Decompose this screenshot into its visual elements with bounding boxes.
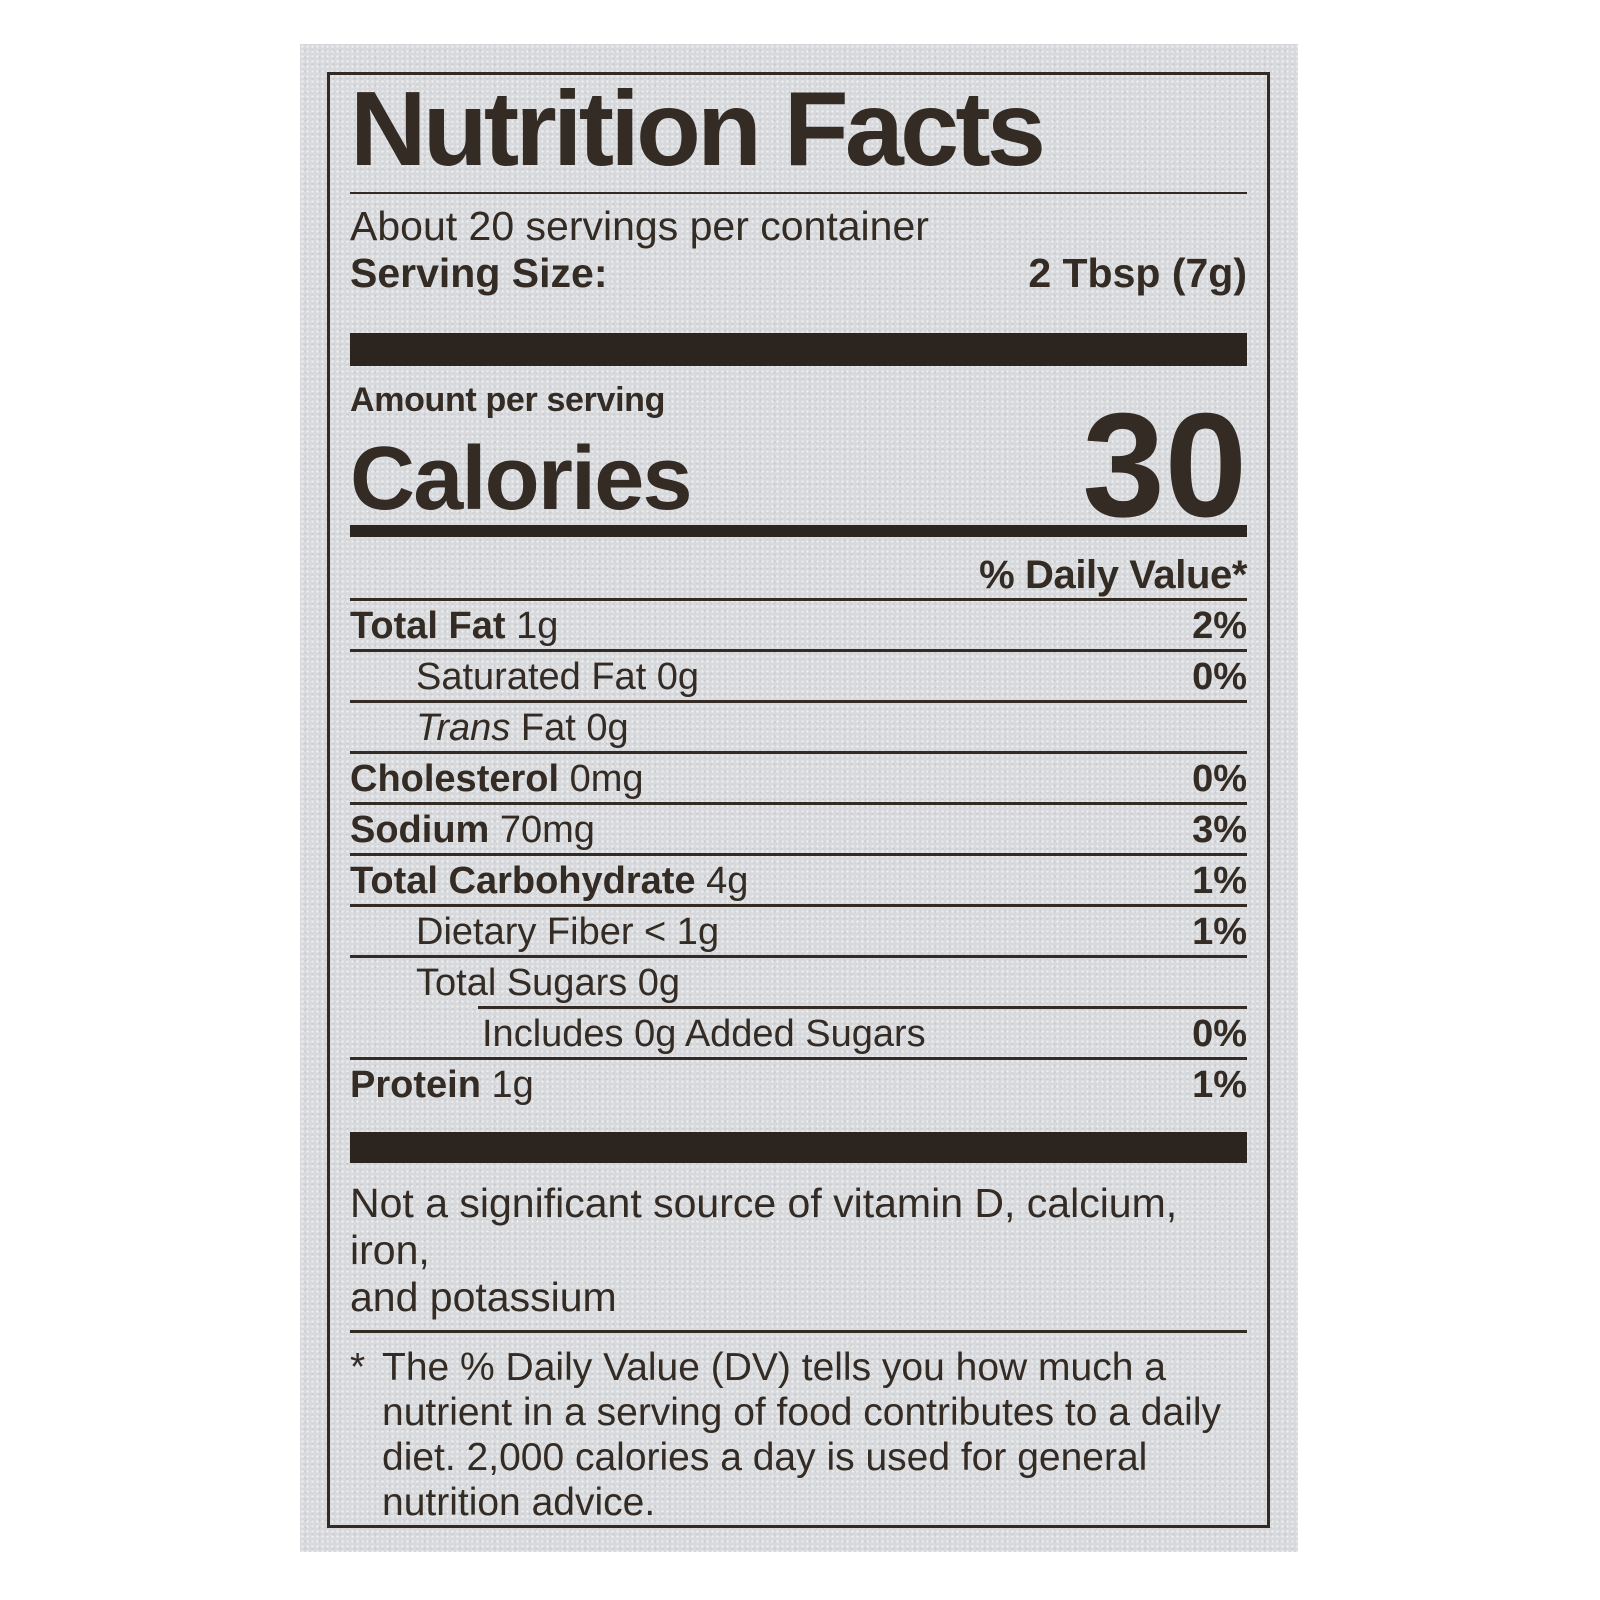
footnote-text: The % Daily Value (DV) tells you how muc…	[376, 1345, 1221, 1525]
calories-label: Calories	[350, 429, 693, 530]
serving-size-label: Serving Size:	[350, 250, 608, 297]
servings-per-container: About 20 servings per container	[350, 203, 929, 250]
nutrient-row: Sodium 70mg 3%	[350, 802, 1247, 853]
nutrient-row: Dietary Fiber < 1g 1%	[350, 904, 1247, 955]
separator-bar-thick-bottom	[350, 1132, 1247, 1164]
nutrient-name: Saturated Fat 0g	[416, 656, 700, 699]
nutrient-name: Cholesterol 0mg	[350, 758, 644, 801]
nutrient-row: Saturated Fat 0g 0%	[350, 649, 1247, 700]
nutrient-row: Trans Fat 0g	[350, 700, 1247, 751]
nutrition-label-card: Nutrition Facts About 20 servings per co…	[300, 44, 1298, 1552]
nutrient-row: Cholesterol 0mg 0%	[350, 751, 1247, 802]
not-significant-line: and potassium	[350, 1274, 617, 1321]
serving-size-row: Serving Size: 2 Tbsp (7g)	[350, 250, 1247, 297]
daily-value-footnote: * The % Daily Value (DV) tells you how m…	[350, 1345, 1247, 1525]
nutrient-name: Includes 0g Added Sugars	[482, 1013, 926, 1056]
nutrient-percent: 3%	[1192, 809, 1247, 852]
footnote-line: nutrition advice.	[382, 1481, 656, 1524]
footnote-line: nutrient in a serving of food contribute…	[382, 1391, 1221, 1434]
nutrient-row: Protein 1g 1%	[350, 1057, 1247, 1108]
nutrient-name: Total Carbohydrate 4g	[350, 860, 749, 903]
nutrient-percent: 0%	[1192, 758, 1247, 801]
nutrient-percent: 0%	[1192, 1013, 1247, 1056]
nutrient-row: Total Carbohydrate 4g 1%	[350, 853, 1247, 904]
separator-bar-thick-top	[350, 333, 1247, 366]
not-significant-line: Not a significant source of vitamin D, c…	[350, 1180, 1178, 1274]
title-rule	[350, 191, 1247, 195]
footnote-asterisk: *	[350, 1346, 366, 1389]
nutrient-percent: 1%	[1192, 1064, 1247, 1107]
serving-size-value: 2 Tbsp (7g)	[1028, 250, 1247, 297]
footnote-rule	[350, 1330, 1247, 1333]
nutrient-name: Sodium 70mg	[350, 809, 595, 852]
footnote-line: The % Daily Value (DV) tells you how muc…	[382, 1346, 1166, 1389]
not-significant-note: Not a significant source of vitamin D, c…	[350, 1180, 1247, 1321]
nutrient-percent: 0%	[1192, 656, 1247, 699]
nutrient-row: Total Sugars 0g	[350, 955, 1247, 1006]
nutrient-row: Includes 0g Added Sugars 0%	[350, 1006, 1247, 1057]
calories-value: 30	[1082, 383, 1247, 549]
nutrition-label-border: Nutrition Facts About 20 servings per co…	[327, 72, 1270, 1528]
nutrient-name: Total Sugars 0g	[416, 962, 681, 1005]
calories-row: Calories 30	[350, 392, 1247, 539]
nutrient-percent: 1%	[1192, 911, 1247, 954]
daily-value-header: % Daily Value*	[979, 553, 1247, 598]
nutrient-percent: 1%	[1192, 860, 1247, 903]
nutrient-name: Total Fat 1g	[350, 605, 559, 648]
nutrient-name: Dietary Fiber < 1g	[416, 911, 720, 954]
amount-per-serving-label: Amount per serving	[350, 380, 666, 419]
nutrient-rows: Total Fat 1g 2% Saturated Fat 0g 0% Trans Fa…	[350, 598, 1247, 1108]
footnote-line: diet. 2,000 calories a day is used for g…	[382, 1436, 1148, 1479]
separator-bar-medium	[350, 524, 1247, 538]
label-title: Nutrition Facts	[350, 72, 1046, 188]
nutrient-row: Total Fat 1g 2%	[350, 598, 1247, 649]
nutrient-percent: 2%	[1192, 605, 1247, 648]
nutrient-name: Trans Fat 0g	[416, 707, 629, 750]
nutrient-name: Protein 1g	[350, 1064, 534, 1107]
